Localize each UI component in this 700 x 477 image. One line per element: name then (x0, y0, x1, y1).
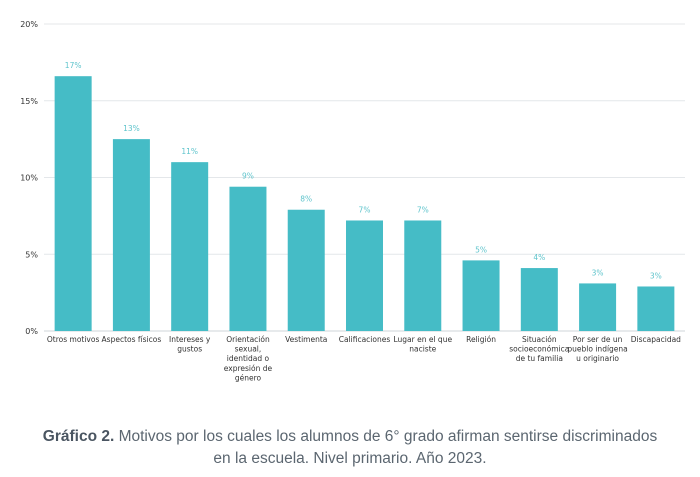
x-category-label: Aspectos físicos (102, 335, 162, 344)
x-axis-labels: Otros motivos Aspectos físicos Intereses y… (47, 335, 681, 382)
data-label: 3% (592, 268, 604, 277)
bar (462, 260, 500, 331)
x-category-label: Lugar en el que naciste (393, 335, 452, 354)
data-label: 13% (123, 124, 140, 133)
y-tick-label: 20% (20, 20, 38, 29)
data-label: 5% (475, 245, 487, 254)
data-label: 9% (242, 172, 254, 181)
x-category-label: Por ser de un pueblo indígena u originario (567, 335, 627, 363)
x-category-label: Situación socioeconómica de tu familia (509, 335, 569, 363)
bars (54, 76, 675, 331)
caption-prefix: Gráfico 2. (42, 428, 115, 445)
data-label: 8% (300, 195, 312, 204)
x-category-label: Calificaciones (339, 335, 391, 344)
gridlines (44, 23, 685, 332)
x-category-label: Intereses y gustos (169, 335, 211, 354)
x-category-label: Religión (466, 335, 496, 344)
data-labels: 17% 13% 11% 9% 8% 7% 7% 5% 4% 3% 3% (65, 61, 662, 280)
data-label: 3% (650, 271, 662, 280)
data-label: 17% (65, 61, 82, 70)
bar (637, 286, 675, 331)
bar-chart: 0%5%10%15%20% 17%13%11%9%8%7% 7%5%4%3% 3% … (20, 20, 685, 382)
bar (579, 283, 617, 331)
bar (112, 139, 150, 331)
data-label: 7% (417, 205, 429, 214)
bar (404, 220, 442, 331)
x-category-label: Otros motivos (47, 335, 100, 344)
y-tick-label: 5% (25, 250, 38, 259)
bar (171, 162, 209, 331)
y-tick-label: 15% (20, 97, 38, 106)
caption-text: Motivos por los cuales los alumnos de 6°… (118, 428, 658, 467)
data-label: 11% (181, 147, 198, 156)
bar (54, 76, 92, 331)
y-tick-label: 10% (20, 174, 38, 183)
x-category-label: Vestimenta (285, 335, 327, 344)
bar (287, 209, 325, 331)
figure-caption: Gráfico 2. Motivos por los cuales los al… (40, 426, 660, 470)
bar (229, 186, 267, 331)
bar (520, 268, 558, 331)
x-category-label: Discapacidad (631, 335, 681, 344)
bar (346, 220, 383, 331)
data-label: 7% (359, 205, 371, 214)
data-label: 4% (533, 253, 545, 262)
y-tick-label: 0% (25, 327, 38, 336)
x-category-label: Orientación sexual, identidad o expresión d… (224, 335, 273, 382)
y-axis: 0% 5% 10% 15% 20% (20, 20, 38, 336)
